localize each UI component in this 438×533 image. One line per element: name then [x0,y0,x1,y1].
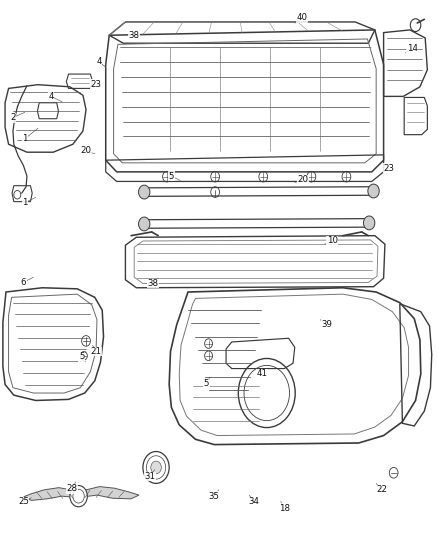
Text: 21: 21 [90,347,101,356]
Polygon shape [24,488,78,500]
Text: 23: 23 [90,79,101,88]
Text: 41: 41 [256,369,267,378]
Text: 14: 14 [406,44,417,53]
Circle shape [70,486,87,507]
Text: 38: 38 [147,279,158,288]
Text: 22: 22 [375,485,386,494]
Circle shape [363,216,374,230]
Text: 25: 25 [18,497,29,506]
Polygon shape [78,487,139,499]
Circle shape [150,461,161,474]
Text: 34: 34 [247,497,258,506]
Text: 39: 39 [321,320,332,329]
Text: 1: 1 [22,134,28,143]
Text: 4: 4 [48,92,53,101]
Text: 6: 6 [21,278,26,287]
Text: 5: 5 [203,379,208,388]
Text: 35: 35 [208,491,219,500]
Text: 20: 20 [80,146,91,155]
Text: 5: 5 [168,172,174,181]
Circle shape [367,184,378,198]
Text: 38: 38 [128,31,139,40]
Text: 1: 1 [22,198,28,207]
Text: 31: 31 [145,472,155,481]
Text: 28: 28 [66,484,77,493]
Text: 10: 10 [326,237,337,246]
Text: 5: 5 [79,352,84,361]
Text: 18: 18 [278,504,289,513]
Text: 20: 20 [297,175,307,184]
Circle shape [138,217,150,231]
Text: 2: 2 [10,113,16,122]
Circle shape [138,185,150,199]
Text: 4: 4 [96,58,102,66]
Text: 23: 23 [383,164,394,173]
Text: 40: 40 [296,13,307,22]
